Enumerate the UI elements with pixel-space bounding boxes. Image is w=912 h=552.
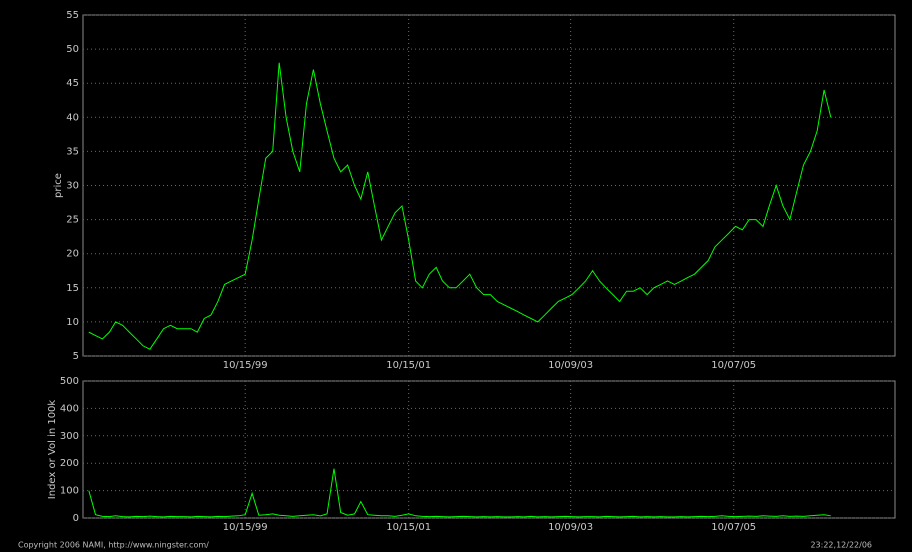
y-tick-label: 10	[66, 317, 79, 328]
x-tick-label: 10/15/99	[223, 360, 268, 371]
y-tick-label: 30	[66, 181, 79, 192]
y-tick-label: 5	[73, 351, 79, 362]
y-tick-label: 100	[60, 486, 79, 497]
x-tick-label: 10/15/01	[386, 360, 431, 371]
y-tick-label: 55	[66, 10, 79, 21]
data-line	[88, 468, 831, 518]
x-tick-label: 10/09/03	[548, 522, 593, 533]
x-tick-label: 10/15/99	[223, 522, 268, 533]
y-tick-label: 40	[66, 112, 79, 123]
y-tick-label: 35	[66, 146, 79, 157]
x-tick-label: 10/07/05	[711, 360, 756, 371]
y-axis-label: Index or Vol in 100k	[47, 400, 58, 500]
y-tick-label: 15	[66, 283, 79, 294]
y-axis-label: price	[53, 173, 64, 198]
x-tick-label: 10/09/03	[548, 360, 593, 371]
timestamp: 23:22,12/22/06	[810, 541, 872, 550]
x-tick-label: 10/07/05	[711, 522, 756, 533]
y-tick-label: 500	[60, 376, 79, 387]
y-tick-label: 300	[60, 431, 79, 442]
plot-frame	[82, 380, 896, 519]
y-tick-label: 45	[66, 78, 79, 89]
copyright: Copyright 2006 NAMI, http://www.ningster…	[18, 541, 209, 550]
x-tick-label: 10/15/01	[386, 522, 431, 533]
y-tick-label: 400	[60, 403, 79, 414]
y-tick-label: 50	[66, 44, 79, 55]
y-tick-label: 0	[73, 513, 79, 524]
plot-frame	[82, 14, 896, 357]
data-line	[88, 62, 832, 350]
y-tick-label: 200	[60, 458, 79, 469]
y-tick-label: 20	[66, 249, 79, 260]
y-tick-label: 25	[66, 215, 79, 226]
